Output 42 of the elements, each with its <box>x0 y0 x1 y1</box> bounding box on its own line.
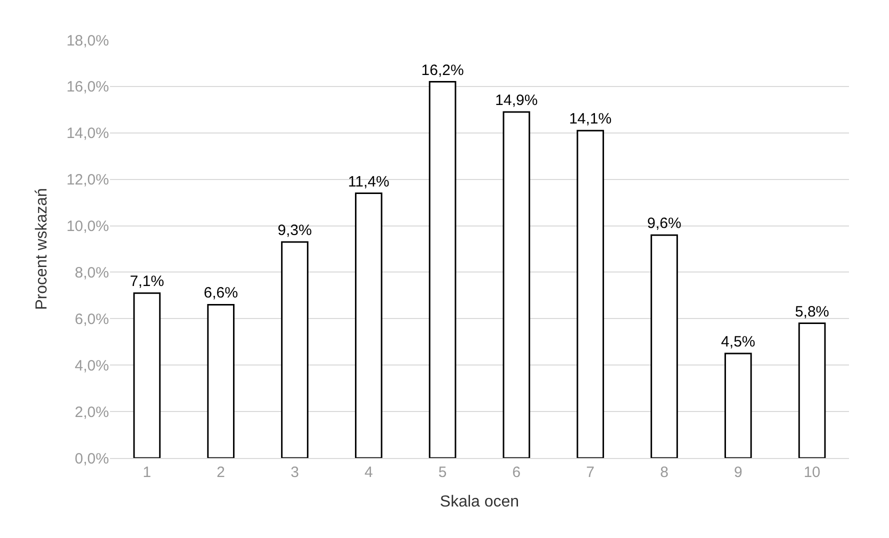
data-label: 4,5% <box>721 334 756 350</box>
x-tick-label: 2 <box>216 464 226 481</box>
x-tick-label: 5 <box>438 464 447 481</box>
y-tick-label: 18,0% <box>66 32 109 50</box>
bar <box>133 292 161 458</box>
bar <box>354 192 382 458</box>
data-label: 11,4% <box>348 173 390 190</box>
x-tick-label: 4 <box>364 464 373 481</box>
data-label: 9,6% <box>647 215 682 232</box>
data-label: 14,1% <box>569 110 612 128</box>
bar <box>576 130 604 458</box>
x-tick-label: 7 <box>586 464 595 481</box>
y-tick-label: 14,0% <box>66 125 109 142</box>
y-tick-label: 4,0% <box>74 357 109 374</box>
y-axis-title: Procent wskazań <box>33 188 50 310</box>
x-tick-label: 10 <box>804 464 820 481</box>
data-label: 14,9% <box>495 92 538 109</box>
y-tick-label: 2,0% <box>74 404 109 421</box>
y-tick-label: 12,0% <box>66 172 109 189</box>
bar <box>724 352 752 458</box>
y-tick-label: 8,0% <box>74 264 109 282</box>
bar <box>281 241 308 458</box>
bar <box>502 111 530 458</box>
data-label: 7,1% <box>130 273 164 290</box>
bar <box>428 81 456 458</box>
x-axis-title: Skala ocen <box>440 494 520 511</box>
bar <box>798 322 826 458</box>
bar <box>207 304 235 458</box>
y-tick-label: 16,0% <box>66 78 109 96</box>
y-tick-label: 6,0% <box>74 310 109 328</box>
y-tick-label: 0,0% <box>74 450 109 468</box>
x-tick-label: 9 <box>734 464 742 481</box>
x-tick-label: 6 <box>512 464 521 481</box>
x-tick-label: 8 <box>660 464 668 481</box>
data-label: 16,2% <box>421 62 464 79</box>
bar <box>650 234 678 458</box>
data-label: 9,3% <box>278 222 312 240</box>
x-tick-label: 1 <box>142 464 152 481</box>
data-label: 5,8% <box>794 303 830 320</box>
y-tick-label: 10,0% <box>66 218 109 236</box>
data-label: 6,6% <box>204 284 238 302</box>
x-tick-label: 3 <box>290 464 299 481</box>
